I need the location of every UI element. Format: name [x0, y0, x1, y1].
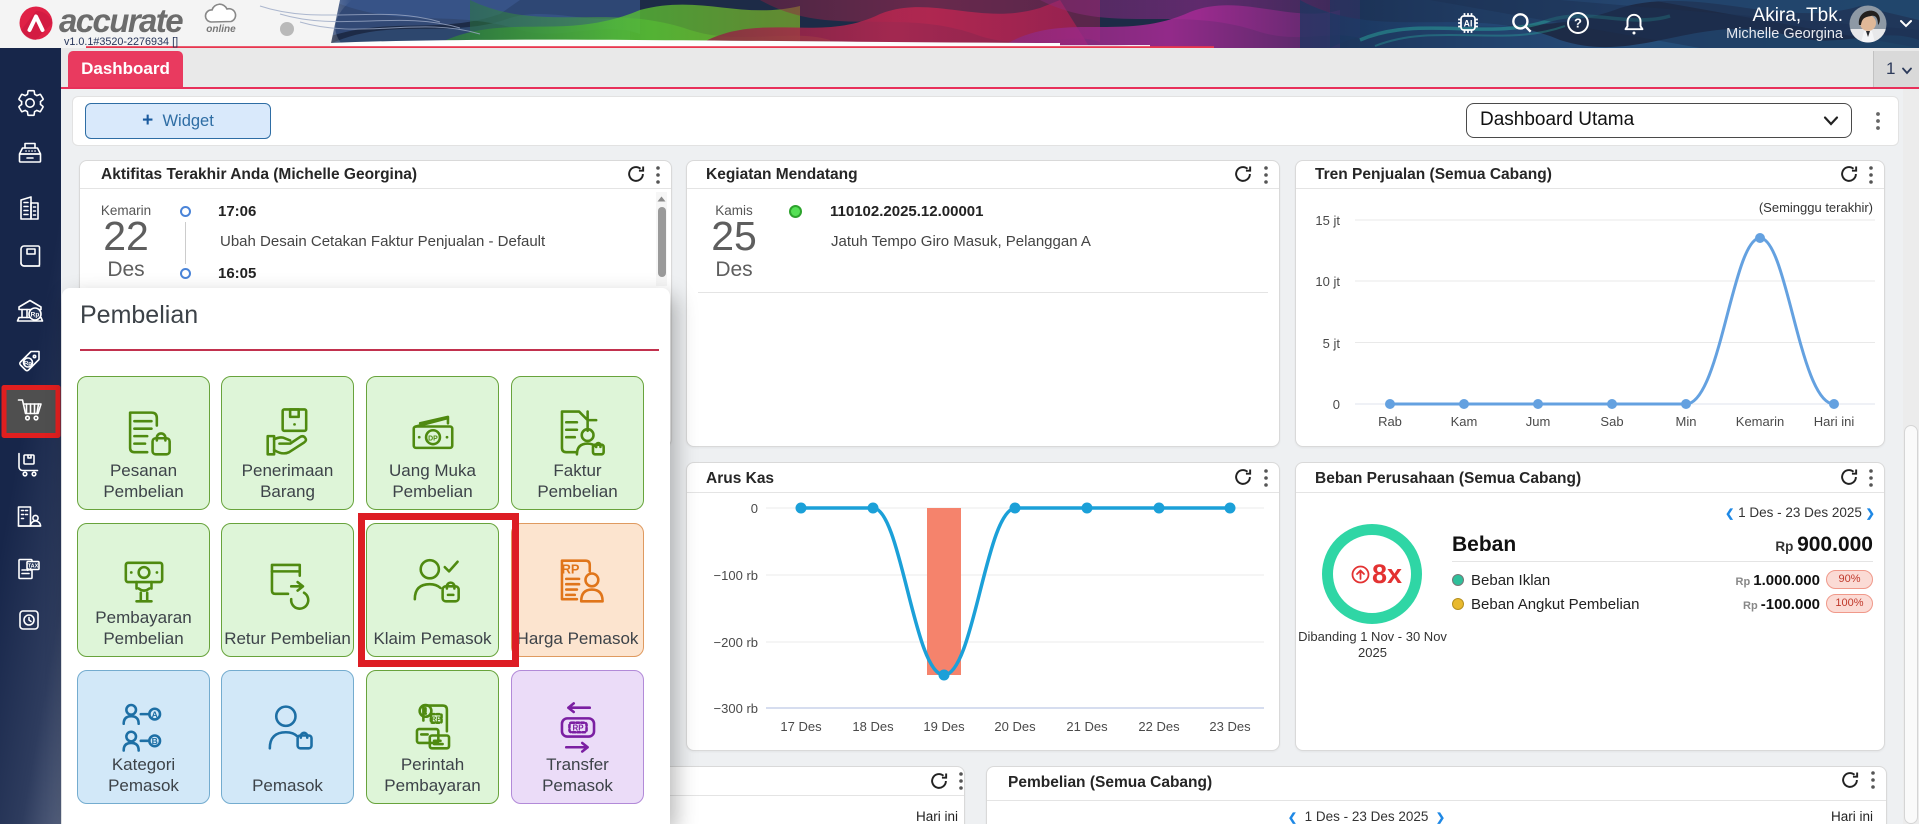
svg-text:A: A — [151, 709, 157, 719]
svg-text:TAX: TAX — [28, 564, 39, 570]
svg-text:AI: AI — [1464, 19, 1473, 29]
svg-text:RP: RP — [431, 717, 441, 724]
svg-text:B: B — [151, 736, 157, 746]
svg-text:RP: RP — [561, 562, 579, 577]
svg-text:DP: DP — [428, 435, 438, 442]
svg-text:Rp: Rp — [24, 361, 32, 367]
svg-text:RP: RP — [572, 724, 584, 733]
svg-text:Rp: Rp — [31, 312, 40, 319]
svg-text:?: ? — [1574, 16, 1582, 31]
